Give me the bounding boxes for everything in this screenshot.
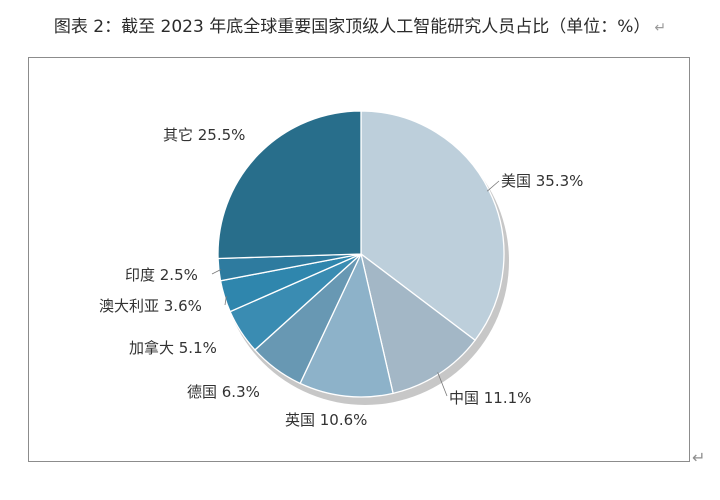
leader-line-5 <box>224 295 227 306</box>
data-label-1: 中国 11.1% <box>449 389 531 407</box>
data-label-7: 其它 25.5% <box>163 126 245 144</box>
pie-slices <box>217 110 505 398</box>
chart-title: 图表 2：截至 2023 年底全球重要国家顶级人工智能研究人员占比（单位：%） ↵ <box>0 12 720 37</box>
leader-line-0 <box>486 180 500 192</box>
data-label-3: 德国 6.3% <box>187 383 260 401</box>
data-labels: 美国 35.3% 中国 11.1% 英国 10.6% 德国 6.3% 加拿大 5.1% 澳… <box>99 126 583 429</box>
pie-slice-7 <box>217 110 362 260</box>
leader-line-1 <box>437 372 448 397</box>
chart-frame: 美国 35.3% 中国 11.1% 英国 10.6% 德国 6.3% 加拿大 5.1% 澳… <box>28 57 690 462</box>
data-label-0: 美国 35.3% <box>501 172 583 190</box>
pie-chart: 美国 35.3% 中国 11.1% 英国 10.6% 德国 6.3% 加拿大 5.1% 澳… <box>99 110 583 429</box>
pie-slice-2 <box>299 252 394 398</box>
data-label-5: 澳大利亚 3.6% <box>99 297 202 315</box>
chart-title-text: 图表 2：截至 2023 年底全球重要国家顶级人工智能研究人员占比（单位：%） <box>53 17 651 37</box>
return-mark-icon: ↵ <box>692 448 706 467</box>
data-label-2: 英国 10.6% <box>285 411 367 429</box>
return-mark-icon: ↵ <box>654 20 667 36</box>
leader-lines <box>211 180 500 397</box>
data-label-6: 印度 2.5% <box>125 266 198 284</box>
leader-line-6 <box>211 269 222 275</box>
data-label-4: 加拿大 5.1% <box>129 339 217 357</box>
pie-slice-0 <box>360 110 505 342</box>
